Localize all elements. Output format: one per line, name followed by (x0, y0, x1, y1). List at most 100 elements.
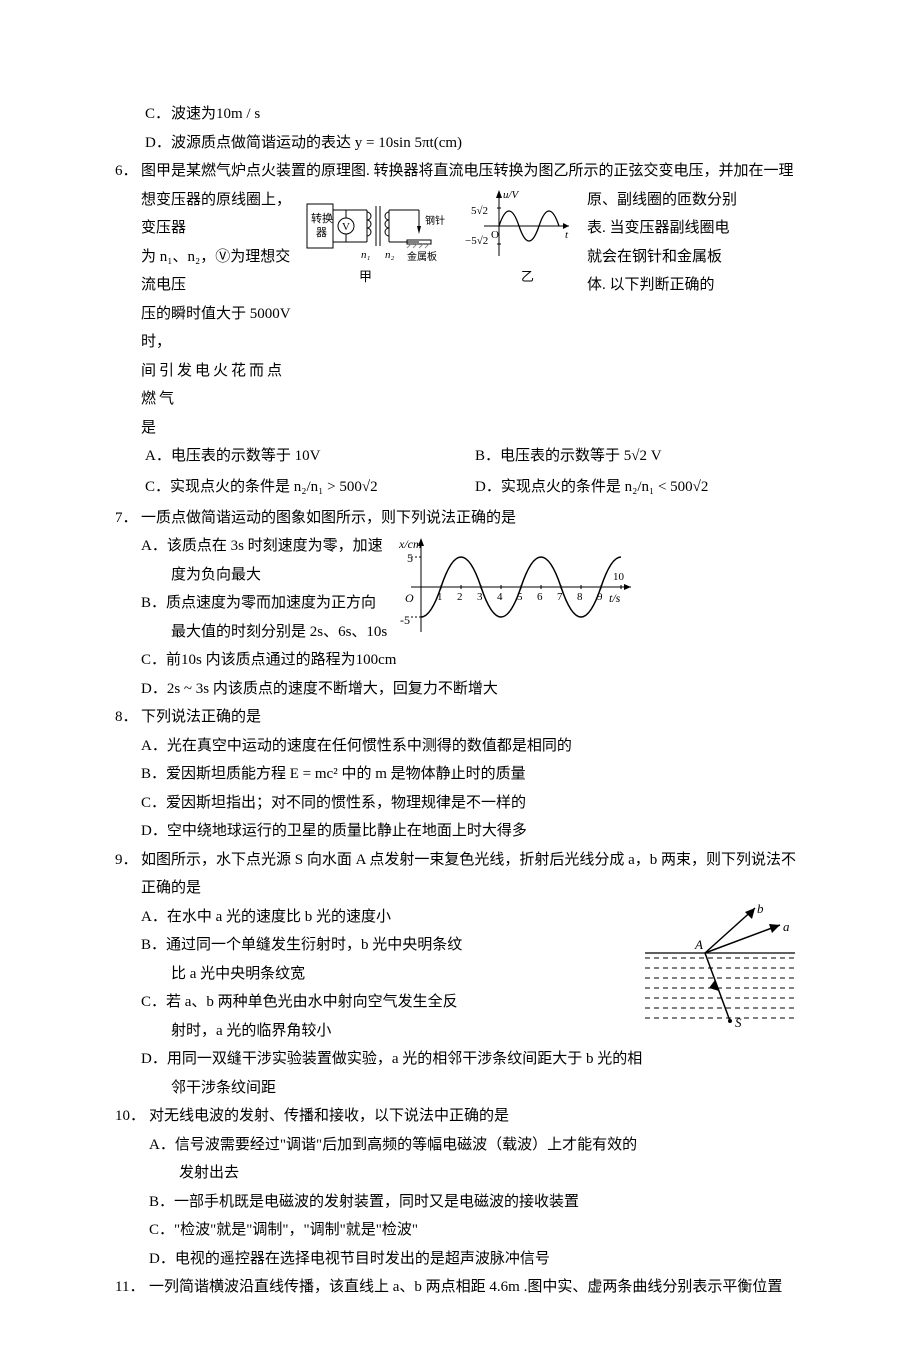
ray-a-label: a (783, 919, 790, 934)
q6-right-text: 原、副线圈的匝数分别 表. 当变压器副线圈电 就会在钢针和金属板 体. 以下判断… (587, 186, 805, 300)
opt-text: 前10s 内该质点通过的路程为100cm (166, 652, 396, 668)
ytick: 5 (407, 551, 413, 565)
q8-option-c: C．爱因斯坦指出；对不同的惯性系，物理规律是不一样的 (141, 789, 805, 818)
n1-label: n₁ (361, 249, 371, 261)
q5-option-d: D．波源质点做简谐运动的表达 y = 10sin 5πt(cm) (115, 129, 805, 158)
q10-stem: 对无线电波的发射、传播和接收，以下说法中正确的是 (149, 1102, 805, 1131)
q6-right-line: 就会在钢针和金属板 (587, 243, 805, 272)
svg-text:10: 10 (613, 571, 625, 583)
opt-label: D． (145, 129, 171, 158)
q6-left-line: 压的瞬时值大于 5000V 时， (141, 300, 291, 357)
opt-text: 爱因斯坦指出；对不同的惯性系，物理规律是不一样的 (166, 795, 526, 811)
q9-figure: A a b S (635, 903, 805, 1043)
q7-option-d: D．2s ~ 3s 内该质点的速度不断增大，回复力不断增大 (141, 675, 805, 704)
opt-text: 电压表的示数等于 5√2 V (500, 448, 662, 464)
q10-option-b: B．一部手机既是电磁波的发射装置，同时又是电磁波的接收装置 (149, 1188, 805, 1217)
x-axis-label: t/s (609, 591, 621, 605)
y-axis-label: x/cm (398, 537, 422, 551)
q9: 9． 如图所示，水下点光源 S 向水面 A 点发射一束复色光线，折射后光线分成 … (115, 846, 805, 1103)
svg-text:4: 4 (497, 591, 503, 603)
q9-stem2: 正确的是 (141, 874, 805, 903)
q8-option-b: B．爱因斯坦质能方程 E = mc² 中的 m 是物体静止时的质量 (141, 760, 805, 789)
q6-right-line: 体. 以下判断正确的 (587, 271, 805, 300)
needle-label: 钢针 (425, 214, 445, 227)
q9-option-c-cont: 射时，a 光的临界角较小 (141, 1017, 635, 1046)
q10-option-c: C．"检波"就是"调制"，"调制"就是"检波" (149, 1216, 805, 1245)
svg-text:3: 3 (477, 591, 483, 603)
converter-label2: 器 (316, 226, 327, 239)
opt-text: 在水中 a 光的速度比 b 光的速度小 (167, 909, 391, 925)
q7-stem: 一质点做简谐运动的图象如图所示，则下列说法正确的是 (141, 504, 805, 533)
q8-option-d: D．空中绕地球运行的卫星的质量比静止在地面上时大得多 (141, 817, 805, 846)
point-S-label: S (735, 1015, 742, 1030)
q9-number: 9． (115, 846, 141, 875)
q9-option-b: B．通过同一个单缝发生衍射时，b 光中央明条纹 (141, 931, 635, 960)
svg-text:2: 2 (457, 591, 463, 603)
q6-left-line: 是 (141, 414, 291, 443)
q5-option-c: C．波速为10m / s (115, 100, 805, 129)
ray-b-label: b (757, 903, 764, 916)
ytick-pos: 5√2 (471, 205, 488, 217)
opt-text: "检波"就是"调制"，"调制"就是"检波" (174, 1222, 418, 1238)
yi-label: 乙 (521, 269, 534, 284)
q7-option-c: C．前10s 内该质点通过的路程为100cm (141, 646, 805, 675)
q11: 11． 一列简谐横波沿直线传播，该直线上 a、b 两点相距 4.6m .图中实、… (115, 1273, 805, 1302)
opt-text: 光在真空中运动的速度在任何惯性系中测得的数值都是相同的 (167, 738, 572, 754)
opt-text: 通过同一个单缝发生衍射时，b 光中央明条纹 (166, 937, 462, 953)
opt-label: C． (145, 100, 171, 129)
opt-text: 电视的遥控器在选择电视节目时发出的是超声波脉冲信号 (175, 1251, 550, 1267)
q6-right-line: 原、副线圈的匝数分别 (587, 186, 805, 215)
origin-label: O (491, 229, 499, 241)
opt-text: 实现点火的条件是 n₂/n₁ > 500√2 (170, 479, 378, 495)
q10-option-a-cont: 发射出去 (149, 1159, 805, 1188)
q8-stem: 下列说法正确的是 (141, 703, 805, 732)
q10: 10． 对无线电波的发射、传播和接收，以下说法中正确的是 A．信号波需要经过"调… (115, 1102, 805, 1273)
q6-left-text: 想变压器的原线圈上，变压器 为 n₁、n₂，Ⓥ为理想交流电压 压的瞬时值大于 5… (141, 186, 291, 443)
q6-number: 6． (115, 157, 141, 186)
q6-option-b: B．电压表的示数等于 5√2 V (475, 442, 805, 471)
opt-text: 一部手机既是电磁波的发射装置，同时又是电磁波的接收装置 (174, 1194, 579, 1210)
q7: 7． 一质点做简谐运动的图象如图所示，则下列说法正确的是 A．该质点在 3s 时… (115, 504, 805, 704)
q9-refraction-svg: A a b S (635, 903, 805, 1043)
q8-option-a: A．光在真空中运动的速度在任何惯性系中测得的数值都是相同的 (141, 732, 805, 761)
q7-option-b-cont: 最大值的时刻分别是 2s、6s、10s (141, 618, 391, 647)
svg-text:7: 7 (557, 591, 563, 603)
q9-option-d-cont: 邻干涉条纹间距 (141, 1074, 805, 1103)
q6: 6． 图甲是某燃气炉点火装置的原理图. 转换器将直流电压转换为图乙所示的正弦交变… (115, 157, 805, 442)
converter-label: 转换 (311, 211, 333, 225)
q9-option-d: D．用同一双缝干涉实验装置做实验，a 光的相邻干涉条纹间距大于 b 光的相 (141, 1045, 805, 1074)
opt-text: 波源质点做简谐运动的表达 y = 10sin 5πt(cm) (171, 135, 462, 151)
q7-option-a: A．该质点在 3s 时刻速度为零，加速 (141, 532, 391, 561)
opt-text: 若 a、b 两种单色光由水中射向空气发生全反 (166, 994, 458, 1010)
jia-label: 甲 (359, 269, 372, 284)
n2-label: n₂ (385, 249, 395, 261)
q9-option-b-cont: 比 a 光中央明条纹宽 (141, 960, 635, 989)
voltmeter-icon: V (342, 221, 350, 233)
q6-left-line: 为 n₁、n₂，Ⓥ为理想交流电压 (141, 243, 291, 300)
q6-figure: 转换 器 V (299, 186, 579, 296)
opt-text: 电压表的示数等于 10V (171, 448, 321, 464)
svg-text:8: 8 (577, 591, 583, 603)
q11-stem: 一列简谐横波沿直线传播，该直线上 a、b 两点相距 4.6m .图中实、虚两条曲… (149, 1273, 805, 1302)
opt-text: 爱因斯坦质能方程 E = mc² 中的 m 是物体静止时的质量 (166, 766, 526, 782)
opt-text: 质点速度为零而加速度为正方向 (166, 595, 376, 611)
ytick-neg: −5√2 (465, 235, 488, 247)
q7-shm-chart-svg: x/cm t/s O 5 -5 123 456 789 10 (391, 532, 641, 642)
q6-option-c: C．实现点火的条件是 n₂/n₁ > 500√2 (145, 471, 475, 504)
opt-text: 用同一双缝干涉实验装置做实验，a 光的相邻干涉条纹间距大于 b 光的相 (167, 1051, 642, 1067)
q6-option-d: D．实现点火的条件是 n₂/n₁ < 500√2 (475, 471, 805, 504)
plate-label: 金属板 (407, 250, 437, 263)
q7-chart: x/cm t/s O 5 -5 123 456 789 10 (391, 532, 641, 642)
opt-text: 2s ~ 3s 内该质点的速度不断增大，回复力不断增大 (167, 681, 498, 697)
q6-left-line: 想变压器的原线圈上，变压器 (141, 186, 291, 243)
q9-option-a: A．在水中 a 光的速度比 b 光的速度小 (141, 903, 635, 932)
q6-circuit-and-wave-svg: 转换 器 V (299, 186, 579, 296)
q7-number: 7． (115, 504, 141, 533)
q7-option-a-cont: 度为负向最大 (141, 561, 391, 590)
q6-right-line: 表. 当变压器副线圈电 (587, 214, 805, 243)
opt-text: 信号波需要经过"调谐"后加到高频的等幅电磁波（载波）上才能有效的 (175, 1137, 637, 1153)
q10-number: 10． (115, 1102, 149, 1131)
q6-left-line: 间引发电火花而点燃气 (141, 357, 291, 414)
q8: 8． 下列说法正确的是 A．光在真空中运动的速度在任何惯性系中测得的数值都是相同… (115, 703, 805, 846)
origin-label: O (405, 591, 414, 605)
